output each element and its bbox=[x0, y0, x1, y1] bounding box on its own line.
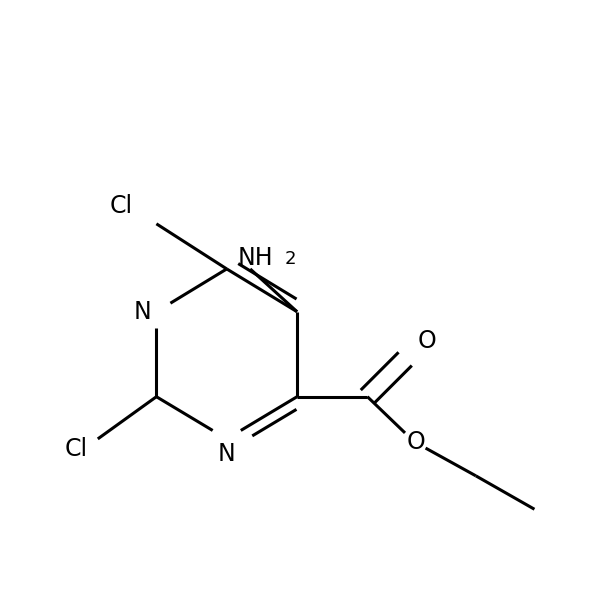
Text: Cl: Cl bbox=[64, 437, 88, 461]
Text: Cl: Cl bbox=[110, 194, 133, 218]
Text: NH: NH bbox=[237, 246, 273, 270]
Text: O: O bbox=[407, 430, 425, 454]
Text: O: O bbox=[417, 329, 436, 353]
Text: N: N bbox=[218, 442, 236, 466]
Text: 2: 2 bbox=[284, 250, 296, 268]
Text: N: N bbox=[134, 300, 152, 324]
